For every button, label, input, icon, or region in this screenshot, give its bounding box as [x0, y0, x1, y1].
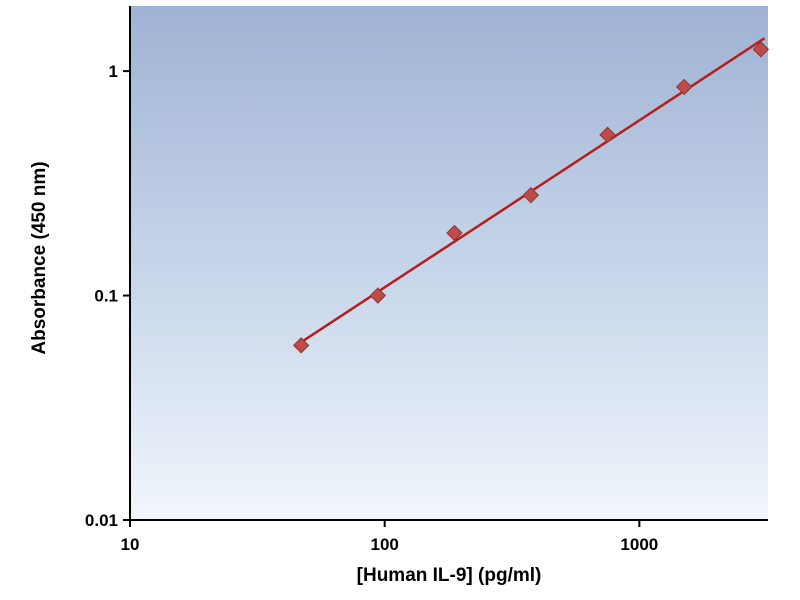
data-point — [599, 126, 616, 144]
x-tick-label: 100 — [370, 535, 398, 554]
y-tick-label: 0.01 — [85, 511, 118, 530]
data-point — [446, 224, 463, 242]
plot-area — [130, 6, 768, 520]
data-point — [522, 186, 540, 204]
y-tick-label: 0.1 — [94, 287, 118, 306]
y-tick-label: 1 — [109, 62, 118, 81]
y-axis-title: Absorbance (450 nm) — [29, 161, 50, 355]
x-tick-label: 10 — [121, 535, 140, 554]
data-point — [752, 41, 770, 58]
data-point — [292, 337, 310, 354]
x-tick-label: 1000 — [620, 535, 658, 554]
data-point — [369, 287, 387, 304]
x-axis-title: [Human IL-9] (pg/ml) — [356, 565, 542, 586]
data-point — [675, 78, 693, 96]
